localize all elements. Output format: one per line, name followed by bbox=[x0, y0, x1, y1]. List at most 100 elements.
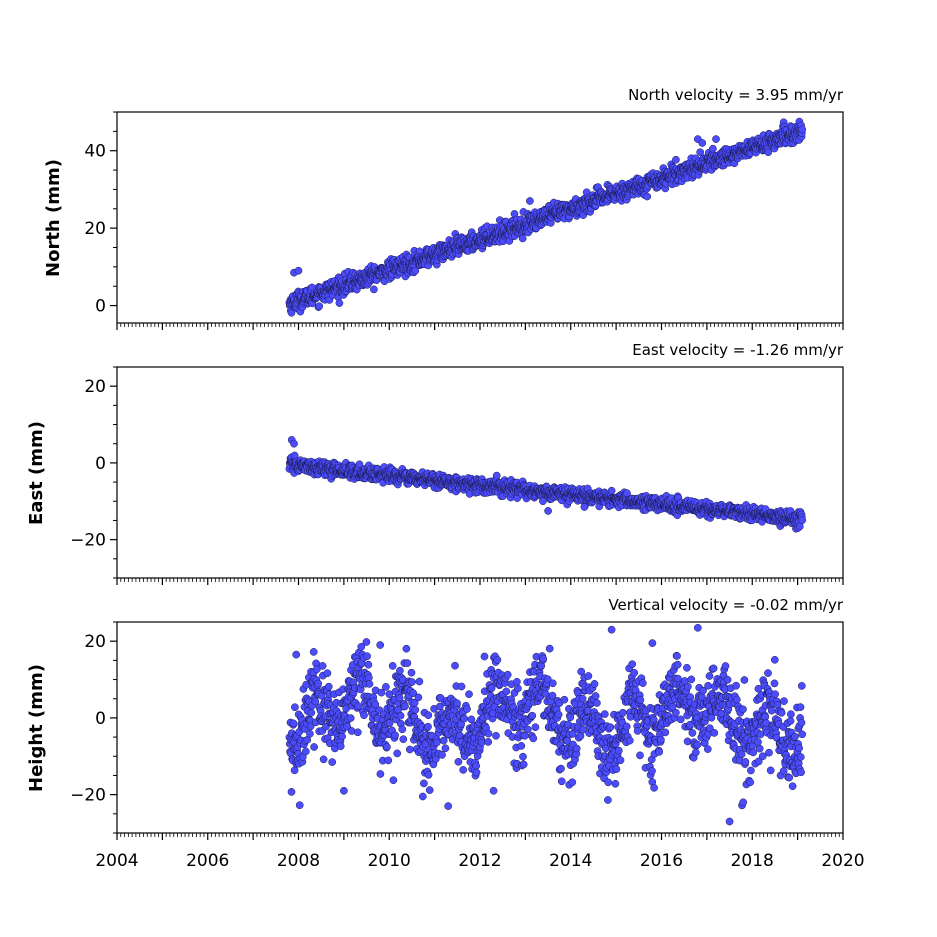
height-data-point bbox=[455, 731, 464, 740]
height-y-tick-label: 0 bbox=[95, 709, 106, 729]
height-data-point bbox=[424, 711, 433, 720]
height-data-point bbox=[346, 714, 355, 722]
height-data-point bbox=[323, 669, 332, 678]
height-data-point bbox=[770, 655, 779, 664]
height-data-point bbox=[307, 708, 316, 717]
height-data-point bbox=[593, 699, 601, 707]
height-data-point bbox=[755, 744, 764, 753]
north-data-point bbox=[315, 302, 324, 311]
north-y-tick-label: 20 bbox=[84, 219, 106, 239]
height-data-point bbox=[480, 652, 489, 661]
height-data-point bbox=[405, 745, 414, 754]
height-data-point bbox=[619, 708, 627, 717]
height-y-axis-label: Height (mm) bbox=[26, 664, 47, 792]
height-data-point bbox=[741, 758, 750, 766]
height-data-point bbox=[396, 666, 404, 675]
height-data-point bbox=[797, 682, 806, 690]
height-data-point bbox=[657, 735, 665, 744]
height-data-point bbox=[683, 737, 692, 746]
height-data-point bbox=[630, 668, 639, 677]
height-data-point bbox=[710, 729, 719, 737]
north-panel: North velocity = 3.95 mm/yr North (mm) 0… bbox=[43, 86, 844, 330]
north-data-point bbox=[518, 234, 527, 243]
height-data-point bbox=[765, 748, 773, 757]
north-data-point bbox=[643, 192, 652, 201]
height-data-point bbox=[314, 679, 323, 688]
height-data-point bbox=[557, 764, 565, 773]
north-data-point bbox=[411, 266, 420, 275]
height-data-point bbox=[725, 817, 734, 826]
height-data-point bbox=[353, 728, 362, 737]
east-y-axis-label: East (mm) bbox=[26, 421, 47, 525]
height-data-point bbox=[779, 767, 788, 775]
height-data-point bbox=[785, 773, 794, 782]
height-data-point bbox=[517, 742, 526, 750]
height-data-point bbox=[328, 758, 337, 766]
height-data-point bbox=[612, 765, 621, 773]
height-data-point bbox=[628, 660, 637, 669]
height-data-point bbox=[737, 750, 746, 759]
height-data-point bbox=[513, 677, 521, 686]
height-data-point bbox=[638, 679, 647, 687]
height-data-point bbox=[396, 711, 405, 720]
height-data-point bbox=[519, 760, 528, 769]
height-data-point bbox=[611, 779, 620, 788]
height-data-point bbox=[382, 683, 390, 691]
height-data-point bbox=[673, 652, 681, 660]
height-points bbox=[285, 623, 807, 826]
height-data-point bbox=[472, 768, 481, 777]
height-data-point bbox=[606, 723, 615, 732]
height-data-point bbox=[376, 770, 385, 778]
height-data-point bbox=[747, 766, 755, 775]
north-data-point bbox=[294, 266, 303, 275]
north-y-axis-label: North (mm) bbox=[43, 159, 64, 277]
height-data-point bbox=[365, 680, 374, 688]
height-data-point bbox=[407, 668, 416, 677]
height-data-point bbox=[797, 768, 805, 777]
height-data-point bbox=[457, 682, 466, 691]
north-data-point bbox=[672, 155, 680, 164]
height-data-point bbox=[472, 762, 481, 770]
height-data-point bbox=[363, 652, 371, 661]
height-data-point bbox=[408, 678, 416, 686]
height-data-point bbox=[306, 729, 314, 738]
height-data-point bbox=[693, 740, 702, 749]
height-data-point bbox=[484, 729, 493, 738]
height-data-point bbox=[531, 723, 540, 732]
height-data-point bbox=[771, 690, 779, 699]
height-data-point bbox=[756, 730, 765, 739]
height-data-point bbox=[451, 661, 459, 670]
height-data-point bbox=[418, 792, 427, 801]
height-data-point bbox=[444, 802, 453, 810]
height-data-point bbox=[688, 729, 697, 737]
height-data-point bbox=[453, 699, 461, 708]
height-data-point bbox=[767, 706, 776, 715]
height-data-point bbox=[721, 662, 730, 670]
height-data-point bbox=[796, 703, 805, 711]
north-data-point bbox=[698, 139, 707, 147]
height-data-point bbox=[403, 659, 412, 667]
height-data-point bbox=[548, 679, 557, 688]
height-data-point bbox=[528, 711, 537, 720]
height-data-point bbox=[796, 753, 805, 761]
height-data-point bbox=[791, 732, 799, 741]
north-data-point bbox=[712, 135, 720, 143]
height-data-point bbox=[604, 778, 613, 787]
height-data-point bbox=[650, 783, 658, 792]
height-data-point bbox=[739, 705, 747, 714]
height-data-point bbox=[787, 710, 795, 719]
height-data-point bbox=[590, 680, 599, 688]
height-data-point bbox=[798, 730, 807, 739]
north-y-tick-label: 0 bbox=[95, 297, 106, 317]
height-y-tick-label: −20 bbox=[70, 786, 106, 806]
east-data-point bbox=[580, 503, 589, 511]
height-data-point bbox=[693, 623, 702, 632]
east-data-point bbox=[798, 516, 807, 525]
height-data-point bbox=[489, 786, 498, 795]
height-data-point bbox=[703, 745, 712, 753]
height-data-point bbox=[287, 788, 296, 796]
height-data-point bbox=[560, 695, 569, 704]
height-data-point bbox=[514, 684, 522, 693]
height-data-point bbox=[795, 744, 803, 752]
height-data-point bbox=[648, 639, 657, 647]
